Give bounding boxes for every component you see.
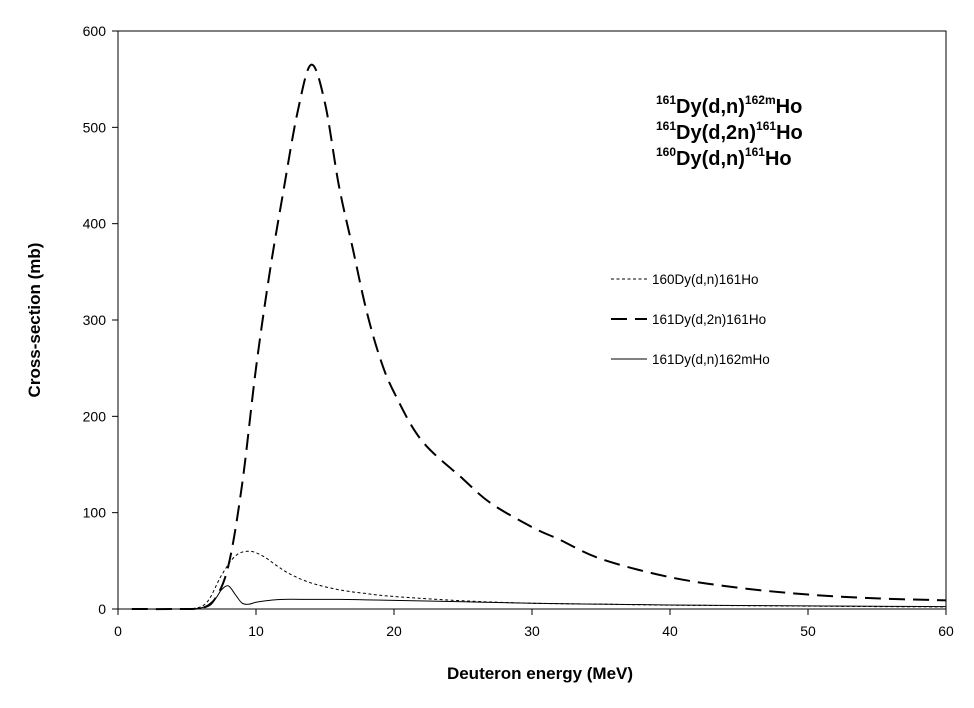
annotation-line-3-mass1: 160 [656,145,677,160]
legend-label-3: 161Dy(d,n)162mHo [652,352,770,367]
y-tick-label: 0 [98,601,106,617]
series-line-2 [131,63,947,611]
annotation-line-3-prefix: Dy(d,n) [676,148,745,170]
legend-label-1: 160Dy(d,n)161Ho [652,272,759,287]
y-tick-label: 200 [83,408,107,424]
y-axis-ticks: 0 100 200 300 400 500 600 [83,23,118,617]
y-tick-label: 300 [83,312,107,328]
annotation-line-1-prefix: Dy(d,n) [676,96,745,118]
x-tick-label: 0 [114,623,122,639]
series-layer [131,63,947,611]
annotation-line-2-mass2: 161 [756,119,777,134]
y-axis-title: Cross-section (mb) [25,243,44,398]
x-tick-label: 60 [938,623,954,639]
reaction-annotation: 161Dy(d,n)162mHo 161Dy(d,2n)161Ho 160Dy(… [656,94,803,172]
series-line-3 [131,585,947,610]
annotation-line-3-suffix: Ho [764,148,792,170]
x-tick-label: 10 [248,623,264,639]
x-tick-label: 20 [386,623,402,639]
y-tick-label: 400 [83,216,107,232]
annotation-line-1-mass2: 162m [744,93,776,108]
x-tick-label: 50 [800,623,816,639]
annotation-line-3: 160Dy(d,n)161Ho [656,146,803,172]
annotation-line-3-mass2: 161 [744,145,765,160]
x-axis-ticks: 0 10 20 30 40 50 60 [114,609,954,639]
x-tick-label: 30 [524,623,540,639]
annotation-line-1: 161Dy(d,n)162mHo [656,94,803,120]
legend: 160Dy(d,n)161Ho 161Dy(d,2n)161Ho 161Dy(d,n… [611,272,770,367]
annotation-line-2-suffix: Ho [776,122,803,144]
annotation-line-1-suffix: Ho [775,96,803,118]
annotation-line-2: 161Dy(d,2n)161Ho [656,120,803,146]
x-tick-label: 40 [662,623,678,639]
annotation-line-1-mass1: 161 [656,93,677,108]
annotation-line-2-mass1: 161 [656,119,677,134]
y-tick-label: 100 [83,505,107,521]
y-tick-label: 500 [83,119,107,135]
y-tick-label: 600 [83,23,107,39]
x-axis-title: Deuteron energy (MeV) [447,664,633,683]
legend-label-2: 161Dy(d,2n)161Ho [652,312,766,327]
annotation-line-2-prefix: Dy(d,2n) [676,122,757,144]
